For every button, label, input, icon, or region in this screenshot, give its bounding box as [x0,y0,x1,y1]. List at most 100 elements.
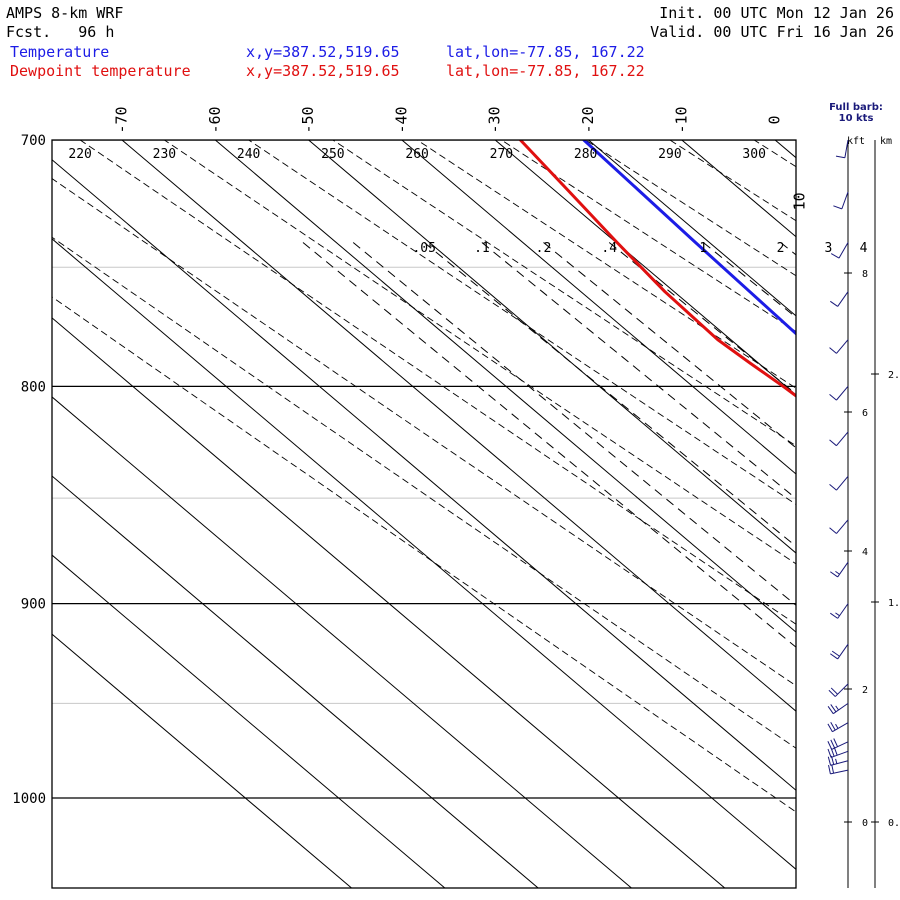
wind-barb-staff [836,339,849,354]
wind-barb-flag [828,689,836,697]
dry-adiabat-line [52,296,796,813]
pressure-label: 900 [21,597,46,613]
legend-dewpoint-latlon: lat,lon=-77.85, 167.22 [446,62,645,80]
temperature-label: -30 [486,106,504,133]
dry-adiabat-line [247,140,796,505]
mixing-ratio-label: .05 [412,241,435,256]
dry-adiabat-line [163,140,796,565]
legend-temperature-latlon: lat,lon=-77.85, 167.22 [446,43,645,61]
wind-barb-staff [830,750,849,758]
wind-barb-flag [830,747,835,757]
forecast-hour: Fcst. 96 h [6,23,114,41]
barb-legend-line1: Full barb: [829,102,883,113]
wind-barb-flag [830,739,836,749]
dry-adiabat-line [669,140,796,222]
wind-barb-staff [832,722,849,733]
isotherm-line [52,475,539,888]
mixing-ratio-line [302,242,796,648]
mixing-ratio-label: 4 [860,241,868,256]
kft-tick-label: 2 [862,685,868,696]
wind-barb-flag [829,439,837,447]
dry-adiabat-line [52,178,796,687]
kft-axis-label: kft [847,136,865,147]
wind-barb-staff [832,702,849,715]
mixing-ratio-label: 3 [824,241,832,256]
dry-adiabat-line [500,140,796,333]
wind-barb-flag [830,704,837,713]
wind-barb-flag [829,393,837,401]
wind-barb-half [835,758,838,764]
temperature-label: -70 [113,106,131,133]
wind-barb-flag [827,756,832,766]
theta-label: 260 [405,147,428,162]
temperature-label: -20 [579,106,597,133]
legend-dewpoint-xy: x,y=387.52,519.65 [246,62,400,80]
isotherm-line [214,140,796,633]
mixing-ratio-line [543,242,796,449]
mixing-ratio-label: .1 [474,241,490,256]
wind-barb-staff [844,139,849,158]
theta-label: 290 [658,147,681,162]
wind-barb-staff [836,431,849,447]
wind-barb-flag [828,764,831,774]
wind-barb-half [835,570,840,575]
wind-barb-flag [827,723,833,732]
mixing-ratio-line [423,242,796,547]
wind-barb-flag [830,653,838,660]
temperature-trace [582,140,796,336]
isotherm-line [401,140,796,475]
theta-label: 280 [574,147,597,162]
temperature-label: -50 [299,106,317,133]
valid-time: Valid. 00 UTC Fri 16 Jan 26 [650,23,894,41]
dry-adiabat-line [332,140,796,447]
isotherm-line [52,396,632,888]
temperature-label: -40 [392,106,410,133]
km-axis-label: km [880,136,892,147]
wind-barb-flag [830,687,838,695]
wind-barb-flag [827,706,834,714]
wind-barb-staff [830,769,849,775]
wind-barb-staff [837,291,849,307]
wind-barb-half [835,705,839,711]
theta-label: 220 [68,147,91,162]
wind-barb-staff [837,603,849,619]
wind-barb-flag [830,571,838,578]
wind-barb-half [835,612,840,617]
init-time: Init. 00 UTC Mon 12 Jan 26 [659,4,894,22]
mixing-ratio-line [828,243,900,900]
wind-barb-staff [836,476,849,491]
wind-barb-flag [827,748,832,758]
isotherm-line [52,238,796,870]
wind-barb-flag [831,650,840,657]
theta-label: 240 [237,147,260,162]
mixing-ratio-line [352,242,796,606]
isotherm-line [52,159,796,791]
wind-barb-staff [837,643,849,660]
isotherm-line [308,140,796,554]
isotherm-line [121,140,796,712]
kft-tick-label: 8 [862,269,868,280]
wind-barb-flag [833,746,838,756]
legend-temperature-name: Temperature [10,43,110,61]
dry-adiabat-line [52,236,796,749]
temperature-label: 10 [791,192,809,210]
wind-barb-flag [830,755,835,765]
pressure-label: 700 [21,133,46,149]
dry-adiabat-line [705,3,900,900]
temperature-label: 0 [766,115,784,124]
plot-frame [51,139,797,889]
isotherm-line [868,140,900,888]
wind-barb-staff [836,519,849,534]
mixing-ratio-label: .2 [536,241,552,256]
isotherm-line [52,633,352,888]
isotherm-line [494,140,796,396]
theta-label: 230 [153,147,176,162]
dry-adiabat-line [584,140,796,277]
mixing-ratio-label: 2 [777,241,785,256]
wind-barb-flag [831,764,835,774]
mixing-ratio-line [608,242,796,395]
km-tick-label: 1. [888,598,900,609]
theta-label: 270 [490,147,513,162]
mixing-ratio-line [864,243,900,900]
